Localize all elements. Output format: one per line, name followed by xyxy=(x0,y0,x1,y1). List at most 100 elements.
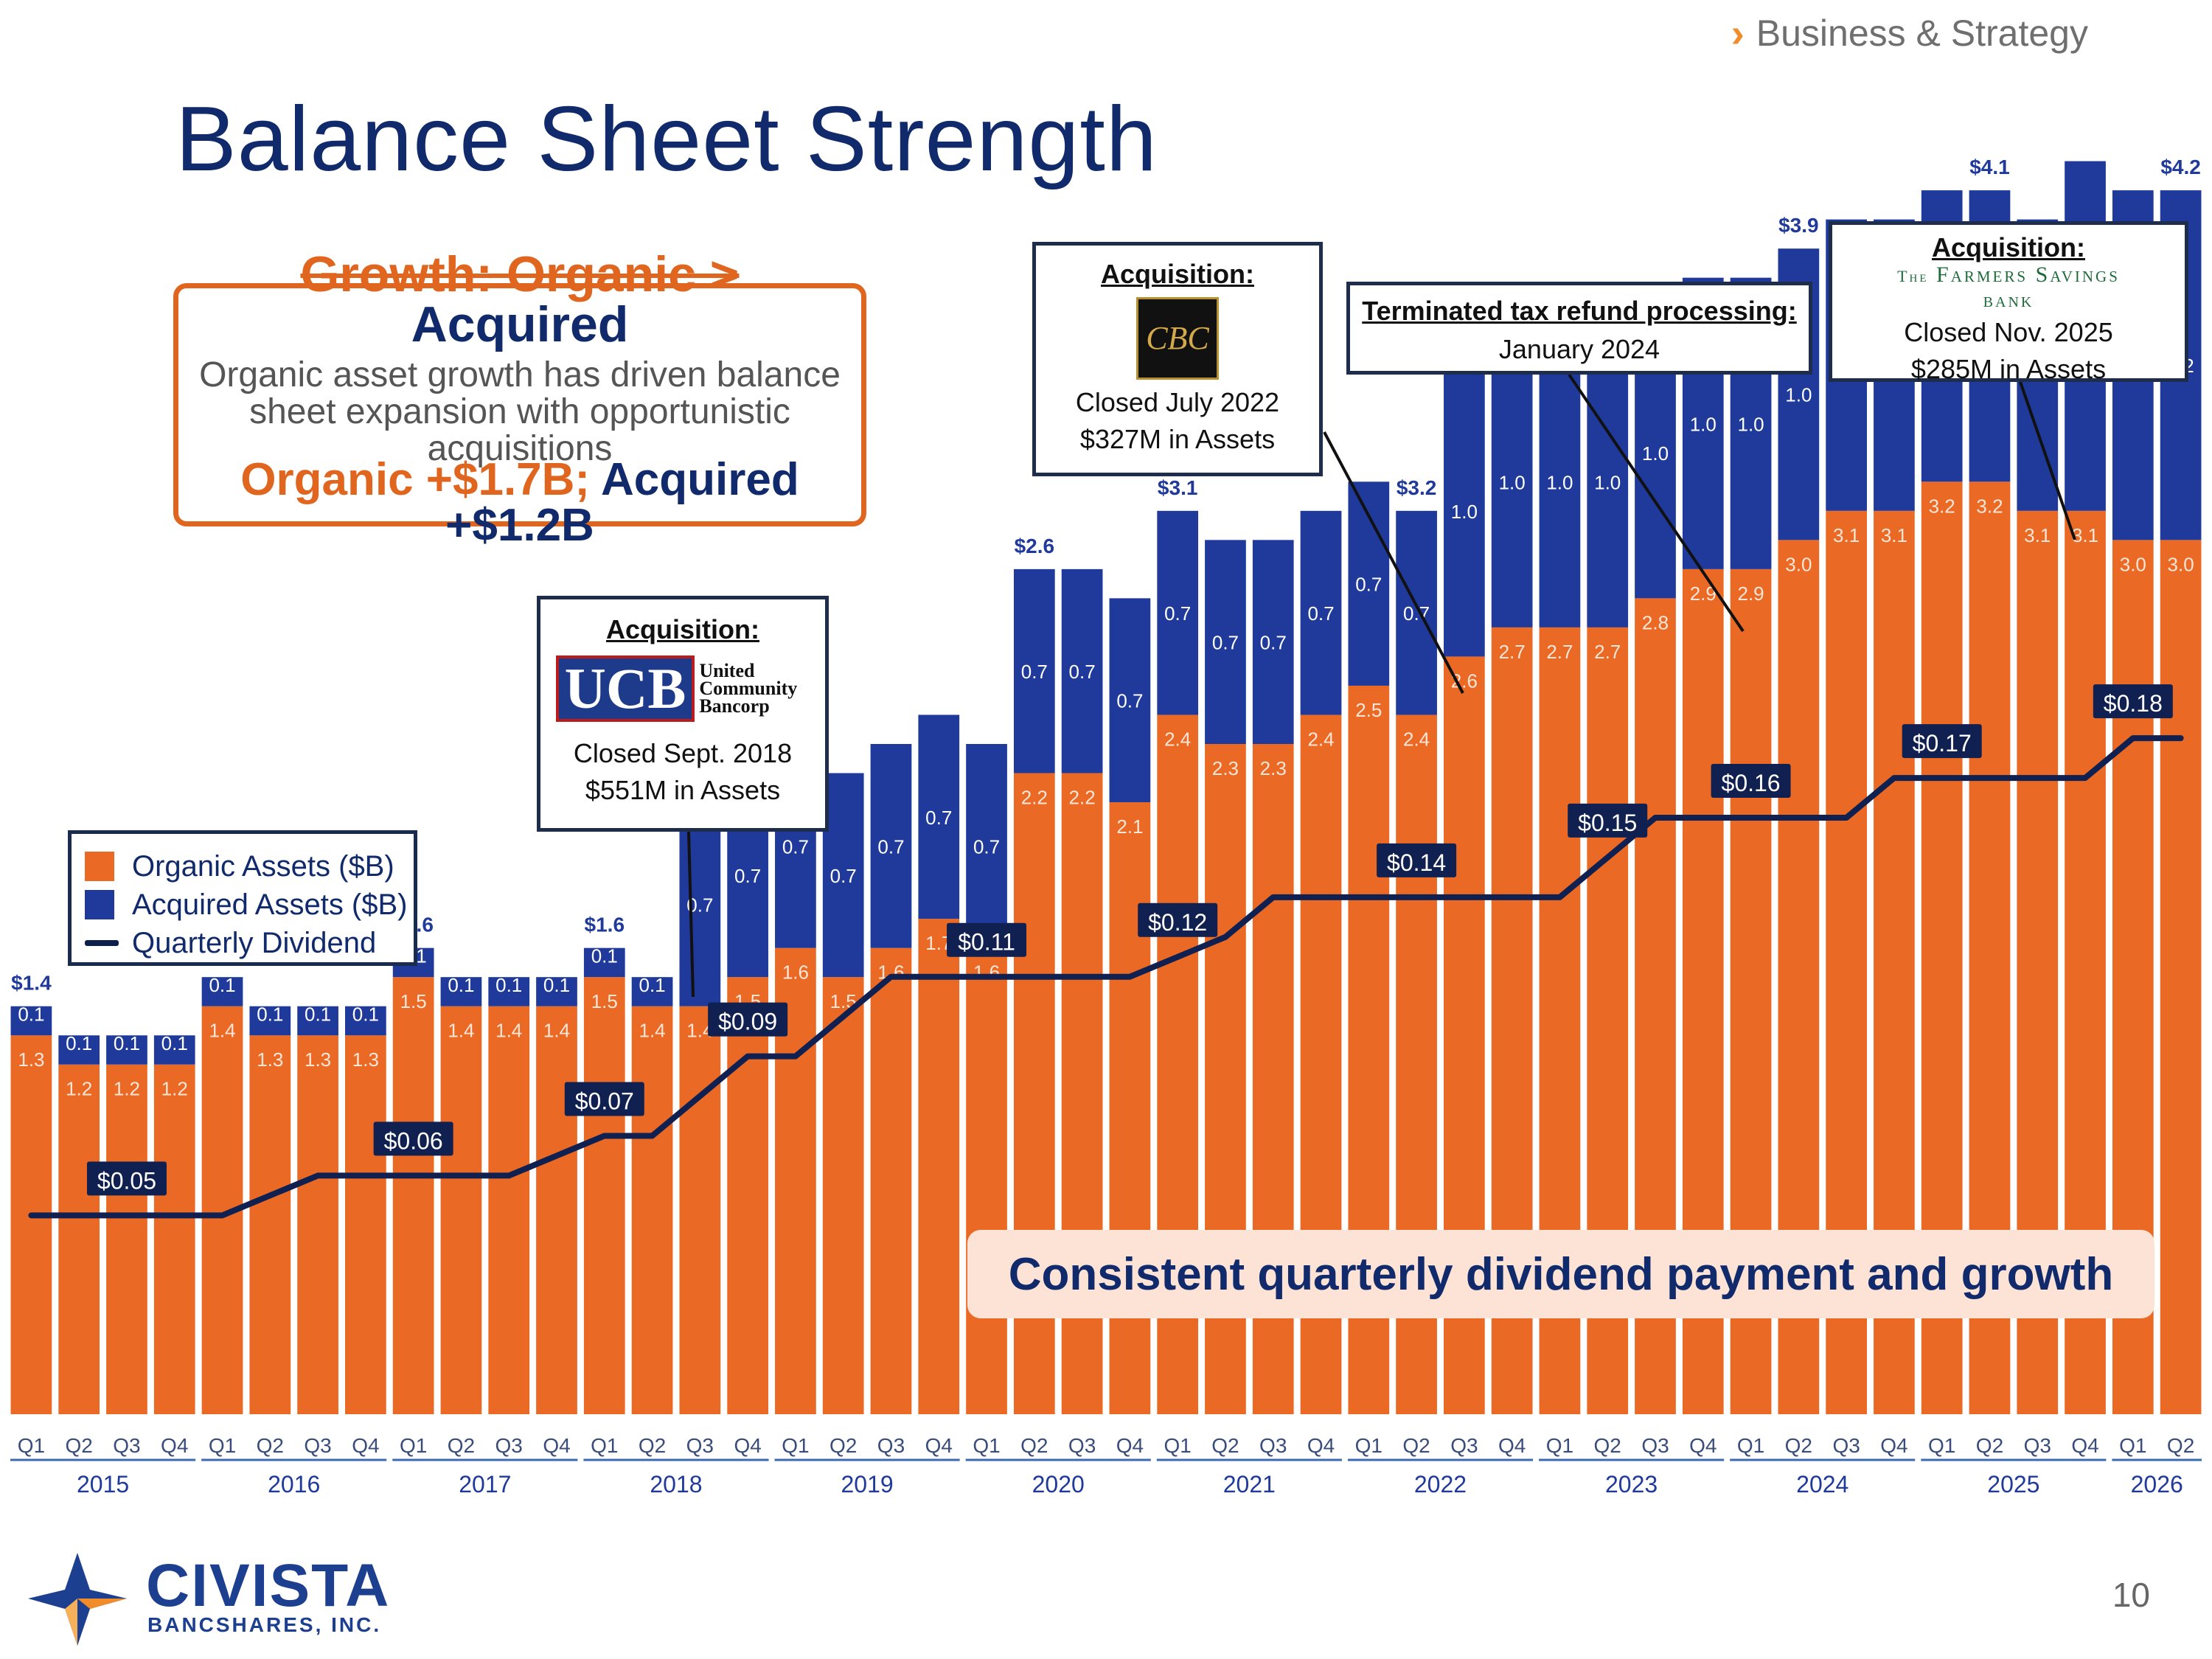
callout-line-2: $327M in Assets xyxy=(1079,424,1276,454)
acquired-value-label: 1.0 xyxy=(1499,471,1526,493)
year-label: 2017 xyxy=(459,1471,511,1498)
x-tick-label: Q1 xyxy=(782,1434,809,1457)
acquired-bar xyxy=(1013,568,1055,773)
organic-value-label: 2.4 xyxy=(1164,728,1191,750)
acquired-value-label: 1.0 xyxy=(1690,413,1717,435)
year-label: 2025 xyxy=(1987,1471,2039,1498)
x-tick-label: Q3 xyxy=(1068,1434,1096,1457)
dividend-label: $0.07 xyxy=(575,1088,634,1114)
cbc-logo: CBC xyxy=(1136,297,1219,380)
x-tick-label: Q2 xyxy=(830,1434,857,1457)
x-tick-label: Q1 xyxy=(973,1434,1000,1457)
callout-heading: Terminated tax refund processing: xyxy=(1362,296,1797,326)
acquired-bar xyxy=(488,977,530,1006)
year-label: 2024 xyxy=(1796,1471,1848,1498)
fsb-connector xyxy=(2019,381,2076,540)
acquired-value-label: 0.1 xyxy=(209,974,235,996)
legend-item-acquired: Acquired Assets ($B) xyxy=(85,886,414,924)
callout-heading: Acquisition: xyxy=(606,614,759,644)
acquired-bar xyxy=(440,977,482,1006)
organic-bar xyxy=(583,977,625,1414)
acquired-bar xyxy=(345,1006,386,1036)
organic-stat: Organic +$1.7B; xyxy=(240,454,591,505)
growth-callout-stats: Organic +$1.7B; Acquired +$1.2B xyxy=(173,457,866,549)
organic-bar xyxy=(918,919,960,1414)
organic-value-label: 1.6 xyxy=(782,961,809,984)
acquired-value-label: 0.7 xyxy=(877,835,904,858)
x-tick-label: Q3 xyxy=(1259,1434,1287,1457)
acquired-value-label: 1.0 xyxy=(1642,442,1669,465)
dividend-label: $0.05 xyxy=(97,1167,156,1194)
acquired-value-label: 0.7 xyxy=(830,865,857,887)
x-tick-label: Q1 xyxy=(1546,1434,1573,1457)
x-tick-label: Q3 xyxy=(495,1434,523,1457)
acquired-value-label: 1.0 xyxy=(1594,471,1621,493)
acquired-bar xyxy=(10,1006,52,1036)
organic-value-label: 2.7 xyxy=(1546,641,1573,663)
organic-value-label: 1.3 xyxy=(257,1048,283,1071)
x-tick-label: Q4 xyxy=(1689,1434,1717,1457)
x-tick-label: Q1 xyxy=(18,1434,45,1457)
page-title: Balance Sheet Strength xyxy=(175,88,1158,190)
dividend-label-box xyxy=(1711,764,1791,798)
organic-value-label: 2.9 xyxy=(1737,582,1764,605)
organic-value-label: 2.2 xyxy=(1021,787,1048,809)
ucb-connector xyxy=(687,831,695,998)
growth-title-organic: Growth: Organic > xyxy=(300,246,740,302)
acquired-value-label: 0.7 xyxy=(1021,661,1048,683)
acquired-value-label: 0.1 xyxy=(543,974,570,996)
x-axis: Q1 Q2 Q3 Q4 Q1 Q2 Q3 Q4 Q1 Q2 Q3 Q4 Q1 Q2 Q3 Q4 Q1 Q2 Q3 Q4… xyxy=(10,1434,2202,1498)
organic-value-label: 1.4 xyxy=(495,1020,522,1042)
total-asset-label: $1.4 xyxy=(11,972,52,995)
legend-item-dividend: Quarterly Dividend xyxy=(85,924,414,962)
year-label: 2018 xyxy=(650,1471,702,1498)
acquired-bar xyxy=(1109,598,1151,803)
acquired-value-label: 0.7 xyxy=(1116,690,1143,712)
acquired-value-label: 0.7 xyxy=(1212,632,1239,654)
x-tick-label: Q1 xyxy=(1737,1434,1764,1457)
callout-line-1: Closed Sept. 2018 xyxy=(573,738,793,768)
x-tick-label: Q2 xyxy=(1020,1434,1048,1457)
dividend-label-box xyxy=(947,922,1027,957)
organic-value-label: 1.3 xyxy=(305,1048,331,1071)
acquired-value-label: 0.7 xyxy=(734,865,761,887)
x-tick-label: Q3 xyxy=(686,1434,714,1457)
organic-value-label: 1.3 xyxy=(352,1048,379,1071)
dividend-label: $0.18 xyxy=(2104,690,2163,717)
growth-callout-box xyxy=(173,283,866,526)
organic-value-label: 2.8 xyxy=(1642,611,1669,633)
total-asset-label: $1.6 xyxy=(585,914,625,936)
acquired-value-label: 0.7 xyxy=(1307,602,1334,625)
dividend-label: $0.16 xyxy=(1722,770,1781,796)
organic-value-label: 2.3 xyxy=(1212,757,1239,779)
x-tick-label: Q2 xyxy=(1211,1434,1239,1457)
organic-value-label: 2.3 xyxy=(1260,757,1287,779)
organic-value-label: 3.2 xyxy=(1929,495,1955,517)
organic-bar xyxy=(440,1006,482,1414)
x-tick-label: Q3 xyxy=(113,1434,140,1457)
organic-bar xyxy=(966,947,1007,1414)
callout-line-1: Closed Nov. 2025 xyxy=(1904,317,2113,347)
total-asset-label: $4.2 xyxy=(2160,156,2201,178)
acquired-value-label: 0.7 xyxy=(1355,574,1382,596)
x-tick-label: Q2 xyxy=(257,1434,284,1457)
organic-bar xyxy=(297,1035,338,1414)
organic-value-label: 2.7 xyxy=(1499,641,1526,663)
dividend-label: $0.09 xyxy=(718,1009,777,1035)
x-tick-label: Q4 xyxy=(1498,1434,1526,1457)
acquired-value-label: 0.1 xyxy=(18,1004,44,1026)
acquired-bar xyxy=(201,977,243,1006)
acquired-value-label: 0.7 xyxy=(1260,632,1287,654)
acquired-bar xyxy=(1157,510,1199,715)
ucb-logo-name: United Community Bancorp xyxy=(699,660,798,717)
dividend-label-box xyxy=(708,1002,788,1037)
year-label: 2026 xyxy=(2131,1471,2183,1498)
organic-swatch xyxy=(85,852,114,881)
acquired-value-label: 0.7 xyxy=(973,835,1000,858)
x-tick-label: Q1 xyxy=(1928,1434,1955,1457)
organic-value-label: 3.1 xyxy=(1881,524,1907,546)
organic-bar xyxy=(488,1006,530,1414)
x-tick-label: Q3 xyxy=(1450,1434,1478,1457)
organic-bar xyxy=(58,1064,100,1414)
x-tick-label: Q2 xyxy=(448,1434,475,1457)
